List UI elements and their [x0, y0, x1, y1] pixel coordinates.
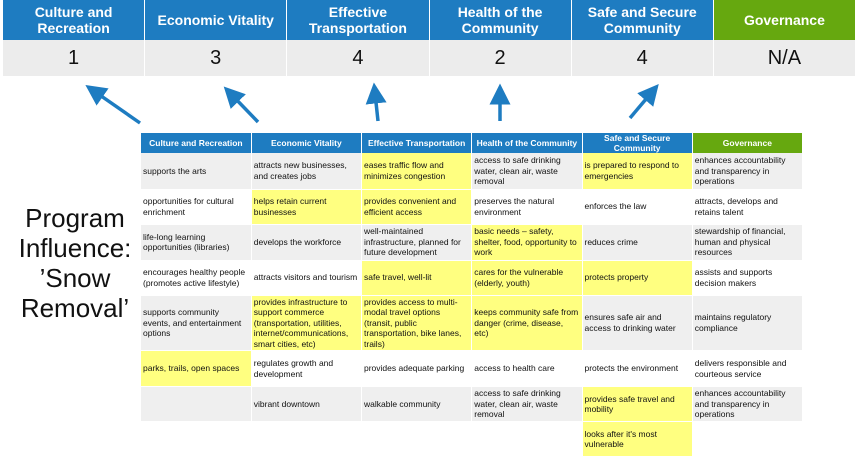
- table-cell: protects property: [582, 260, 693, 296]
- table-cell: provides infrastructure to support comme…: [251, 295, 363, 351]
- table-cell: enforces the law: [582, 189, 693, 225]
- table-cell: attracts visitors and tourism: [251, 260, 363, 296]
- table-cell: supports the arts: [141, 153, 252, 190]
- summary-value: 4: [571, 40, 714, 76]
- table-cell: stewardship of financial, human and phys…: [692, 224, 804, 261]
- table-row: looks after it's most vulnerable: [141, 421, 804, 457]
- column-header: Effective Transportation: [361, 133, 473, 153]
- table-row: life-long learning opportunities (librar…: [141, 224, 804, 261]
- column-header: Safe and Secure Community: [582, 133, 693, 153]
- table-cell: provides safe travel and mobility: [582, 386, 693, 422]
- arrow-transportation: [365, 82, 387, 122]
- table-cell: is prepared to respond to emergencies: [582, 153, 693, 190]
- summary-value: 2: [429, 40, 572, 76]
- table-cell: assists and supports decision makers: [692, 260, 804, 296]
- table-cell: reduces crime: [582, 224, 693, 261]
- table-cell: develops the workforce: [251, 224, 363, 261]
- table-row: vibrant downtown walkable community access…: [141, 386, 804, 422]
- arrow-economic: [223, 86, 260, 124]
- table-cell: safe travel, well-lit: [361, 260, 473, 296]
- table-cell: keeps community safe from danger (crime,…: [471, 295, 583, 351]
- arrow-safe: [628, 83, 659, 120]
- summary-value: 4: [287, 40, 430, 76]
- table-cell: well-maintained infrastructure, planned …: [361, 224, 473, 261]
- column-header: Culture and Recreation: [141, 133, 252, 153]
- table-cell: provides adequate parking: [361, 350, 473, 387]
- table-row: encourages healthy people (promotes acti…: [141, 260, 804, 296]
- table-cell: basic needs – safety, shelter, food, opp…: [471, 224, 583, 261]
- table-cell: access to health care: [471, 350, 583, 387]
- arrow-culture: [85, 85, 141, 125]
- table-cell: [471, 421, 583, 457]
- table-cell: ensures safe air and access to drinking …: [582, 295, 693, 351]
- summary-header: Effective Transportation: [287, 0, 430, 40]
- table-cell: provides convenient and efficient access: [361, 189, 473, 225]
- table-row: parks, trails, open spaces regulates grow…: [141, 350, 804, 387]
- column-header: Economic Vitality: [251, 133, 363, 153]
- table-cell: walkable community: [361, 386, 473, 422]
- table-cell: parks, trails, open spaces: [141, 350, 252, 387]
- summary-header: Safe and Secure Community: [571, 0, 714, 40]
- table-row: opportunities for cultural enrichment hel…: [141, 189, 804, 225]
- table-cell: [141, 386, 252, 422]
- table-cell: enhances accountability and transparency…: [692, 386, 804, 422]
- table-cell: [141, 421, 252, 457]
- summary-value: 1: [3, 40, 146, 76]
- table-cell: attracts new businesses, and creates job…: [251, 153, 363, 190]
- table-cell: [251, 421, 363, 457]
- summary-value: N/A: [713, 40, 856, 76]
- table-cell: access to safe drinking water, clean air…: [471, 153, 583, 190]
- table-cell: delivers responsible and courteous servi…: [692, 350, 804, 387]
- table-cell: attracts, develops and retains talent: [692, 189, 804, 225]
- table-cell: looks after it's most vulnerable: [582, 421, 693, 457]
- table-cell: enhances accountability and transparency…: [692, 153, 804, 190]
- table-cell: helps retain current businesses: [251, 189, 363, 225]
- table-cell: preserves the natural environment: [471, 189, 583, 225]
- summary-header: Economic Vitality: [145, 0, 288, 40]
- table-cell: supports community events, and entertain…: [141, 295, 252, 351]
- table-cell: regulates growth and development: [251, 350, 363, 387]
- summary-header: Culture and Recreation: [3, 0, 146, 40]
- summary-grid: Culture and Recreation 1 Economic Vitality…: [3, 0, 856, 76]
- table-cell: access to safe drinking water, clean air…: [471, 386, 583, 422]
- column-header: Governance: [692, 133, 804, 153]
- summary-header: Health of the Community: [429, 0, 572, 40]
- column-header: Health of the Community: [471, 133, 583, 153]
- table-cell: maintains regulatory compliance: [692, 295, 804, 351]
- table-cell: [692, 421, 804, 457]
- table-cell: encourages healthy people (promotes acti…: [141, 260, 252, 296]
- table-cell: cares for the vulnerable (elderly, youth…: [471, 260, 583, 296]
- table-cell: provides access to multi-modal travel op…: [361, 295, 473, 351]
- influence-table: Culture and Recreation Economic Vitality E…: [141, 133, 804, 457]
- program-influence-title: Program Influence: ’Snow Removal’: [18, 203, 132, 323]
- table-cell: protects the environment: [582, 350, 693, 387]
- table-row: supports the arts attracts new businesses…: [141, 153, 804, 190]
- table-cell: eases traffic flow and minimizes congest…: [361, 153, 473, 190]
- summary-header: Governance: [713, 0, 856, 40]
- table-cell: life-long learning opportunities (librar…: [141, 224, 252, 261]
- summary-value: 3: [145, 40, 288, 76]
- table-row: supports community events, and entertain…: [141, 295, 804, 351]
- table-cell: vibrant downtown: [251, 386, 363, 422]
- table-cell: opportunities for cultural enrichment: [141, 189, 252, 225]
- table-cell: [361, 421, 473, 457]
